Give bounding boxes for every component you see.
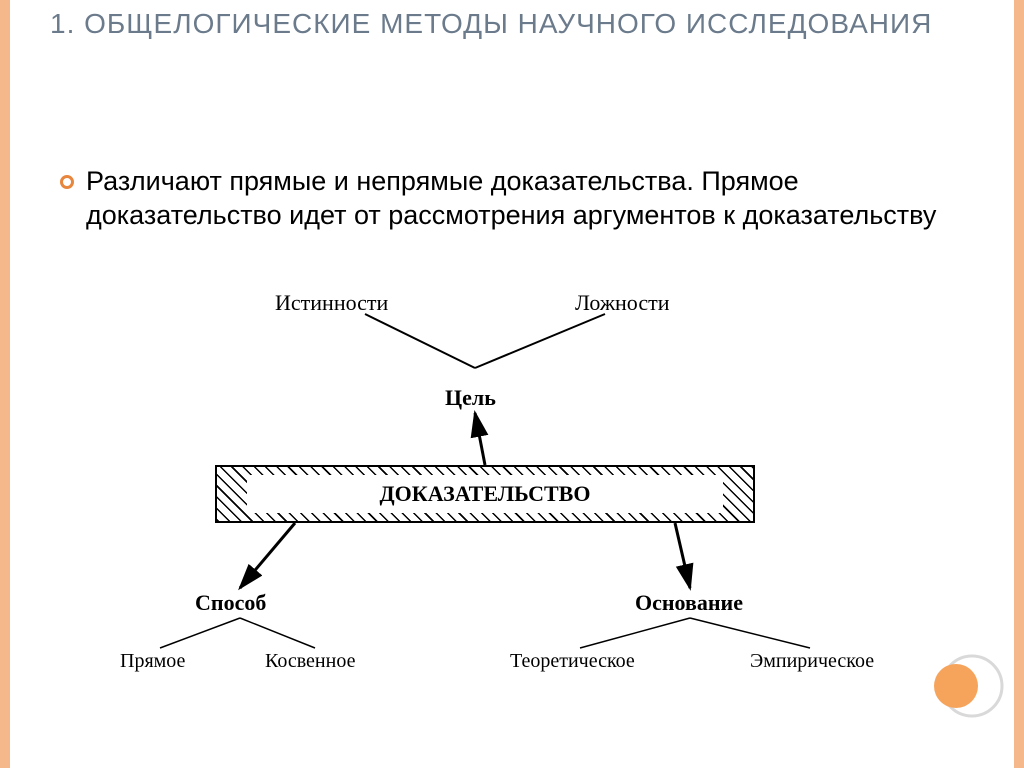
- bullet-block: Различают прямые и непрямые доказательст…: [60, 165, 964, 233]
- bullet-text: Различают прямые и непрямые доказательст…: [86, 165, 964, 233]
- label-truth: Истинности: [275, 290, 388, 316]
- proof-box-label: ДОКАЗАТЕЛЬСТВО: [380, 481, 591, 507]
- proof-diagram: Истинности Ложности Цель ДОКАЗАТЕЛЬСТВО …: [140, 290, 920, 710]
- label-theoretical: Теоретическое: [510, 650, 635, 673]
- label-empirical: Эмпирическое: [750, 650, 874, 673]
- slide-title: 1. ОБЩЕЛОГИЧЕСКИЕ МЕТОДЫ НАУЧНОГО ИССЛЕД…: [50, 8, 974, 40]
- corner-decoration-icon: [914, 628, 1004, 718]
- proof-box: ДОКАЗАТЕЛЬСТВО: [215, 465, 755, 523]
- label-falsity: Ложности: [575, 290, 670, 316]
- left-border: [0, 0, 10, 768]
- label-direct: Прямое: [120, 650, 185, 673]
- label-indirect: Косвенное: [265, 650, 355, 673]
- slide: 1. ОБЩЕЛОГИЧЕСКИЕ МЕТОДЫ НАУЧНОГО ИССЛЕД…: [0, 0, 1024, 768]
- right-border: [1014, 0, 1024, 768]
- label-goal: Цель: [445, 385, 496, 411]
- bullet-marker-icon: [60, 175, 74, 189]
- label-method: Способ: [195, 590, 266, 616]
- label-basis: Основание: [635, 590, 743, 616]
